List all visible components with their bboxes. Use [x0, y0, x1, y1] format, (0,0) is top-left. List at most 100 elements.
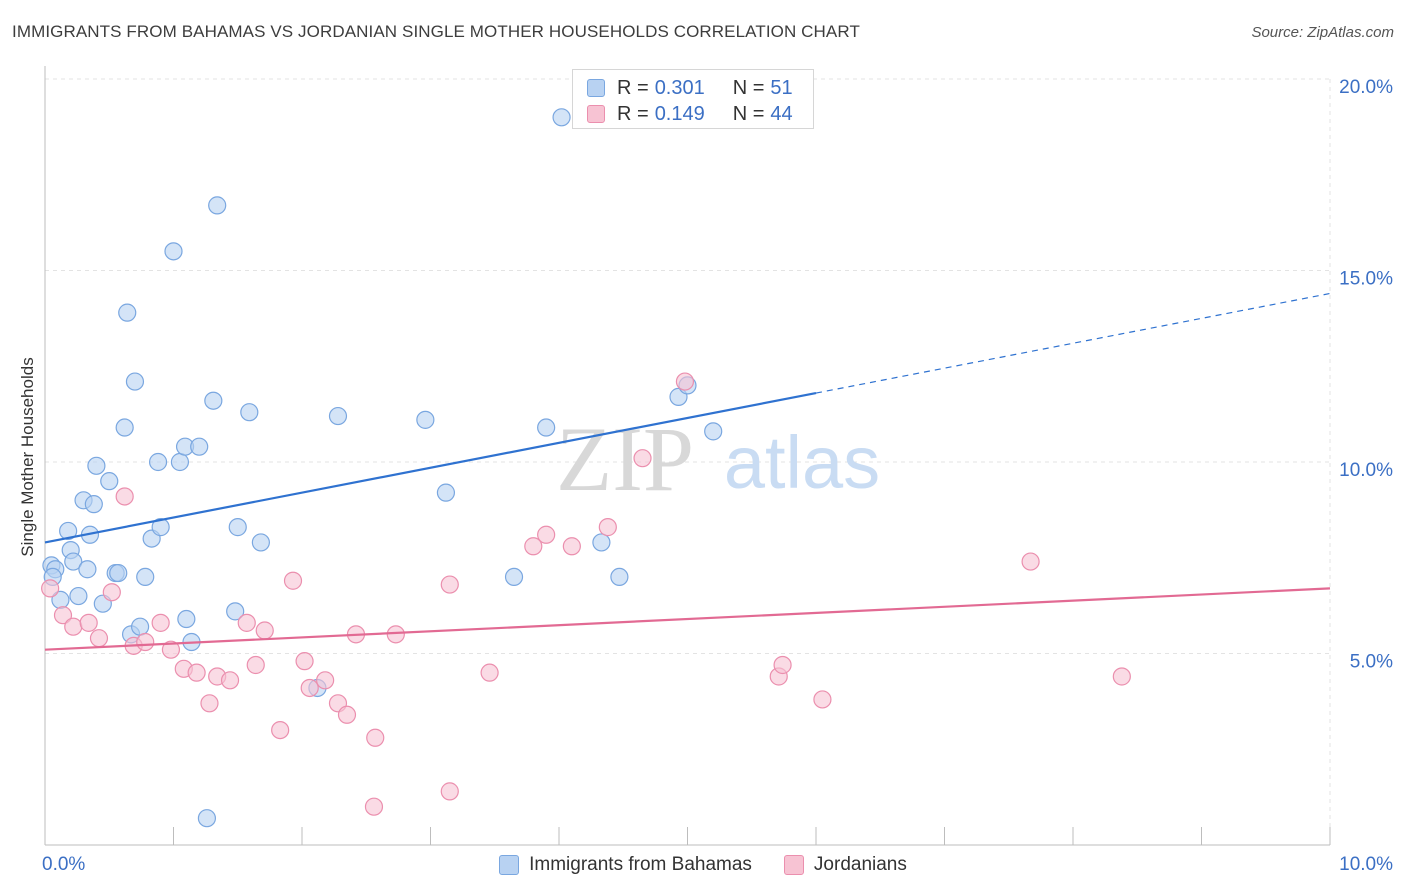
r-label: R = — [617, 102, 649, 125]
tick-labels: 5.0% 10.0% 15.0% 20.0% 0.0% 10.0% — [42, 77, 1393, 875]
data-point — [69, 586, 88, 606]
source-credit: Source: ZipAtlas.com — [1251, 24, 1394, 41]
data-point — [102, 583, 121, 602]
data-point — [675, 372, 695, 391]
data-point — [200, 694, 219, 713]
n-label: N = — [732, 102, 765, 125]
watermark-atlas: atlas — [724, 421, 880, 504]
data-point — [151, 518, 170, 537]
trend-line-solid — [44, 587, 1331, 651]
data-point — [118, 303, 137, 322]
data-point — [197, 809, 217, 828]
legend-label-bahamas: Immigrants from Bahamas — [529, 854, 752, 875]
data-point — [480, 663, 499, 682]
stats-legend: R = 0.301 N = 51 R = 0.149 N = 44 — [572, 69, 814, 129]
legend-swatch-blue — [587, 79, 605, 97]
data-point — [366, 728, 385, 747]
data-point — [220, 671, 240, 690]
data-point — [109, 563, 128, 583]
chart-title: IMMIGRANTS FROM BAHAMAS VS JORDANIAN SIN… — [12, 22, 860, 41]
n-value: 51 — [770, 76, 793, 99]
data-point — [1112, 667, 1131, 686]
data-point — [562, 537, 581, 556]
data-point — [364, 797, 384, 816]
legend-item-jordanians[interactable]: Jordanians — [783, 854, 907, 876]
data-point — [704, 422, 723, 441]
data-point — [59, 521, 78, 541]
data-point — [255, 621, 274, 640]
data-point — [87, 456, 106, 475]
data-point — [337, 705, 357, 724]
data-point — [240, 403, 259, 422]
data-point — [53, 606, 73, 625]
legend-label-jordanians: Jordanians — [813, 854, 907, 875]
legend-item-bahamas[interactable]: Immigrants from Bahamas — [499, 854, 752, 876]
data-point — [170, 452, 190, 472]
x-tick-label: 0.0% — [42, 854, 85, 875]
data-point — [237, 613, 256, 632]
n-label: N = — [732, 76, 765, 99]
trend-lines — [44, 292, 1331, 651]
data-point — [416, 410, 435, 429]
data-point — [177, 609, 196, 629]
y-axis-label: Single Mother Households — [18, 357, 37, 557]
watermark: ZIP atlas — [556, 408, 880, 510]
data-point — [226, 602, 245, 621]
data-point — [552, 108, 571, 127]
n-value: 44 — [770, 102, 793, 125]
data-point — [115, 487, 134, 506]
data-point — [1021, 552, 1040, 571]
data-point — [148, 452, 168, 472]
data-point — [283, 571, 303, 590]
data-point — [228, 518, 247, 537]
data-point — [504, 567, 524, 587]
y-tick-label: 20.0% — [1339, 77, 1393, 98]
data-point — [190, 437, 209, 456]
data-point — [773, 655, 792, 675]
stats-row-bahamas: R = 0.301 N = 51 — [587, 76, 793, 100]
data-point — [524, 537, 543, 556]
data-point — [316, 671, 335, 690]
data-point — [813, 690, 832, 709]
y-tick-label: 15.0% — [1339, 269, 1393, 290]
x-tick-label: 10.0% — [1339, 854, 1393, 875]
data-point — [41, 579, 60, 598]
data-point — [300, 678, 319, 698]
data-point — [537, 418, 556, 437]
data-point — [130, 617, 150, 636]
trend-line-solid — [44, 391, 817, 544]
r-label: R = — [617, 76, 649, 99]
legend-swatch-pink — [587, 105, 605, 123]
data-point — [100, 472, 119, 491]
series-legend: Immigrants from Bahamas Jordanians — [0, 852, 1406, 878]
data-point — [64, 617, 83, 636]
data-point — [271, 720, 290, 740]
axes — [44, 66, 1331, 846]
data-point — [187, 663, 206, 682]
stats-row-jordanians: R = 0.149 N = 44 — [587, 102, 793, 126]
r-value: 0.301 — [654, 76, 705, 99]
data-point — [440, 782, 459, 801]
data-point — [208, 196, 227, 215]
data-point — [436, 483, 456, 502]
data-point — [440, 575, 459, 594]
trend-line-dashed — [815, 292, 1331, 394]
data-point — [151, 613, 170, 632]
data-point — [204, 391, 223, 410]
watermark-zip: ZIP — [556, 408, 694, 510]
data-point — [115, 418, 134, 437]
data-point — [592, 533, 611, 552]
data-point — [89, 629, 109, 648]
data-point — [633, 449, 652, 468]
data-point — [79, 613, 98, 632]
data-point — [136, 632, 155, 652]
data-point — [537, 525, 556, 544]
data-point — [251, 533, 270, 552]
data-point — [386, 625, 405, 644]
legend-swatch-blue — [499, 855, 520, 875]
data-point — [295, 652, 314, 671]
data-point — [610, 567, 629, 587]
y-tick-label: 5.0% — [1350, 652, 1393, 673]
r-value: 0.149 — [654, 102, 705, 125]
